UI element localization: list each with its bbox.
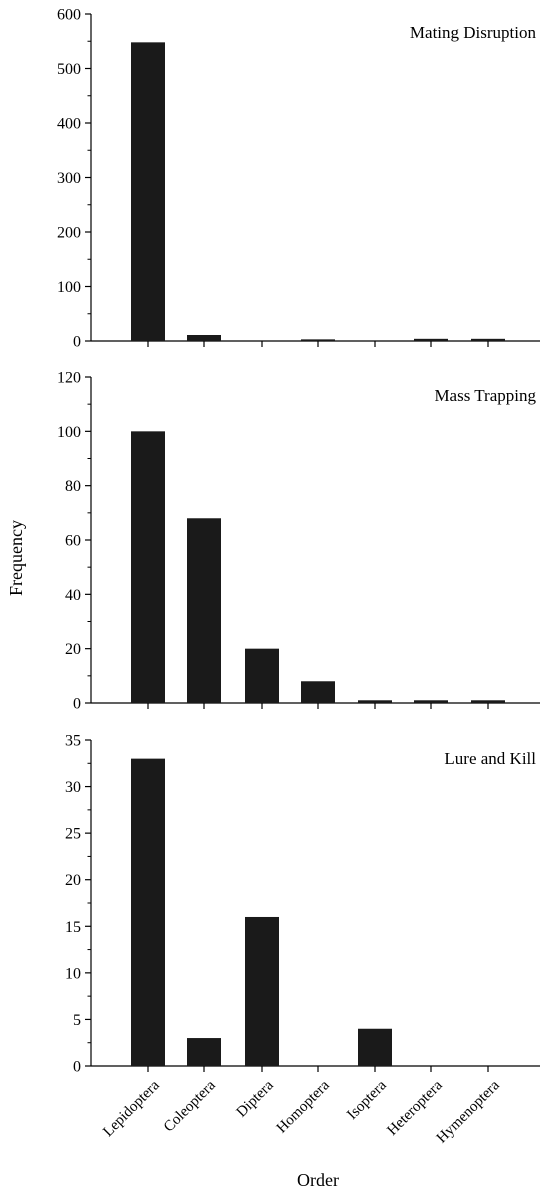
bar-diptera [245, 916, 279, 1066]
y-tick-label: 500 [57, 61, 81, 78]
y-tick-label: 20 [65, 872, 81, 889]
y-tick-label: 100 [57, 279, 81, 296]
y-tick-label: 30 [65, 779, 81, 796]
y-tick-label: 15 [65, 919, 81, 936]
bar-homoptera [301, 681, 335, 703]
bar-heteroptera [414, 338, 448, 341]
x-tick-label: Homoptera [274, 1077, 333, 1136]
y-tick-label: 80 [65, 478, 81, 495]
y-tick-label: 5 [73, 1012, 81, 1029]
bar-isoptera [358, 700, 392, 703]
bar-coleoptera [187, 1038, 221, 1066]
y-tick-label: 120 [57, 370, 81, 387]
bar-homoptera [301, 339, 335, 341]
bar-coleoptera [187, 335, 221, 341]
bar-isoptera [358, 1028, 392, 1066]
bar-lepidoptera [131, 431, 165, 703]
bar-coleoptera [187, 518, 221, 703]
panel-title: Mass Trapping [434, 386, 536, 405]
y-tick-label: 100 [57, 424, 81, 441]
y-tick-label: 0 [73, 696, 81, 713]
y-axis-title: Frequency [6, 520, 26, 596]
bar-hymenoptera [471, 338, 505, 341]
x-tick-label: Diptera [234, 1077, 277, 1120]
y-tick-label: 60 [65, 533, 81, 550]
x-tick-label: Coleoptera [161, 1077, 219, 1135]
x-tick-label: Heteroptera [384, 1077, 446, 1139]
x-tick-label: Lepidoptera [100, 1077, 163, 1140]
y-tick-label: 0 [73, 334, 81, 351]
y-tick-label: 200 [57, 225, 81, 242]
panel-title: Mating Disruption [410, 23, 537, 42]
x-tick-label: Isoptera [344, 1077, 390, 1123]
bar-lepidoptera [131, 42, 165, 342]
bar-lepidoptera [131, 758, 165, 1066]
x-axis-title: Order [297, 1170, 339, 1190]
y-tick-label: 25 [65, 826, 81, 843]
bar-heteroptera [414, 700, 448, 703]
y-tick-label: 35 [65, 733, 81, 750]
y-tick-label: 10 [65, 965, 81, 982]
y-tick-label: 300 [57, 170, 81, 187]
y-tick-label: 0 [73, 1059, 81, 1076]
y-tick-label: 400 [57, 116, 81, 133]
bar-hymenoptera [471, 700, 505, 703]
y-tick-label: 40 [65, 587, 81, 604]
y-tick-label: 20 [65, 641, 81, 658]
y-tick-label: 600 [57, 7, 81, 24]
panel-title: Lure and Kill [444, 749, 536, 768]
bar-diptera [245, 648, 279, 703]
